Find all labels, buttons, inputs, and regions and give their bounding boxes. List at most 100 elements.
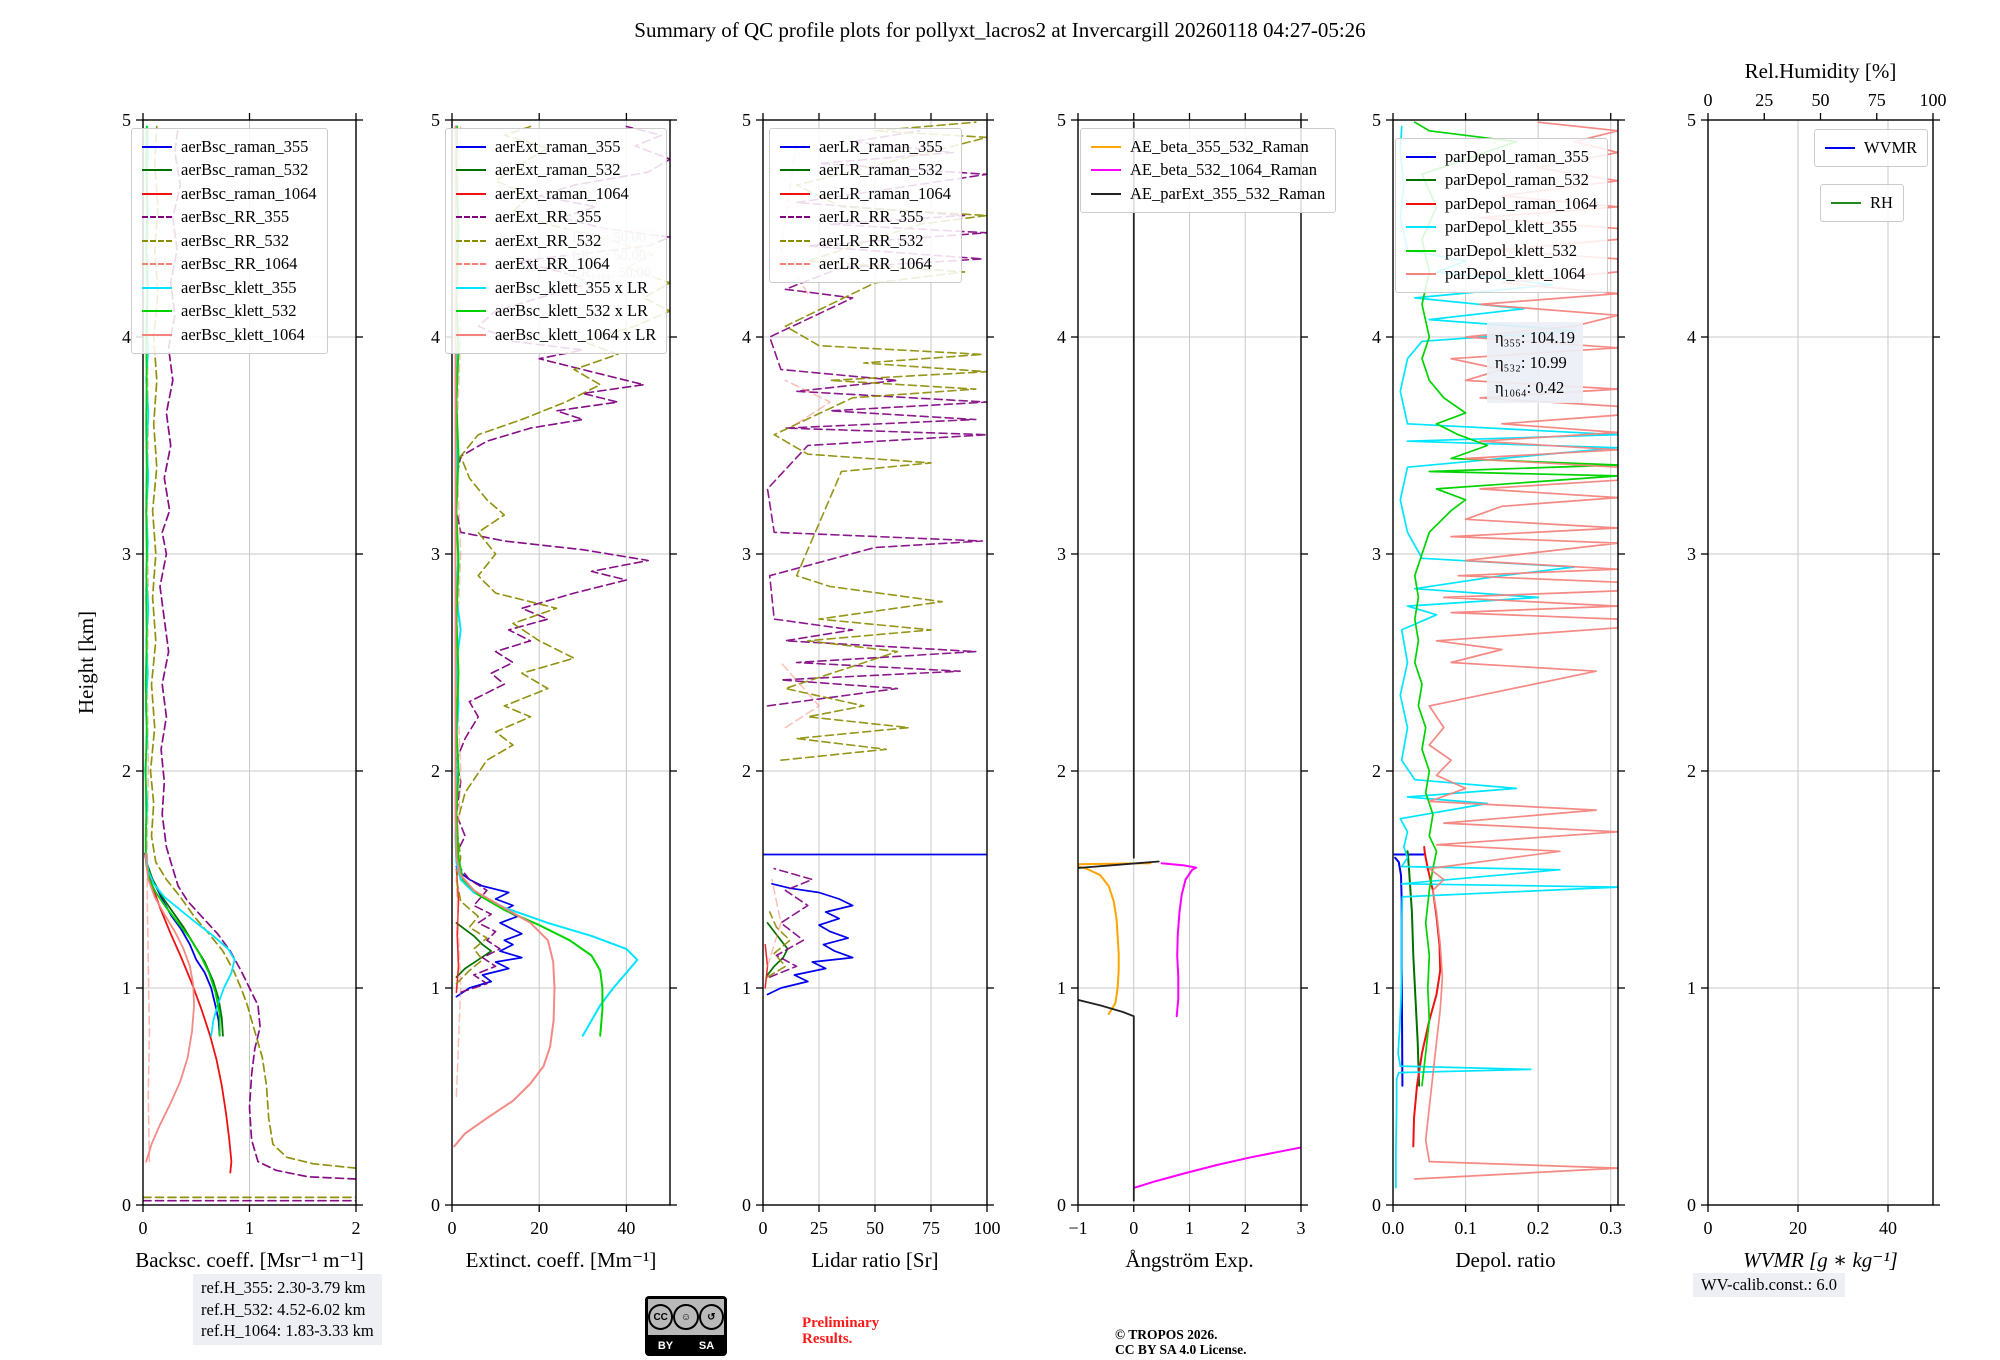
cc-sa-label: SA — [698, 1340, 715, 1352]
svg-text:5: 5 — [1372, 110, 1381, 130]
legend-line-sample — [456, 263, 486, 266]
svg-text:4: 4 — [1057, 327, 1066, 347]
legend-line-sample — [780, 239, 810, 242]
legend-line-sample — [1825, 146, 1855, 149]
svg-text:Ångström Exp.: Ångström Exp. — [1125, 1248, 1253, 1272]
legend-line-sample — [780, 192, 810, 195]
svg-text:20: 20 — [1789, 1218, 1807, 1238]
legend-item: aerExt_raman_532 — [456, 159, 656, 183]
legend-line-sample — [142, 239, 172, 242]
legend-item: aerBsc_klett_532 — [142, 300, 317, 324]
svg-text:75: 75 — [1868, 90, 1886, 110]
legend-item: aerBsc_RR_1064 — [142, 253, 317, 277]
legend-label: aerExt_raman_532 — [495, 160, 621, 180]
legend-label: RH — [1870, 192, 1893, 212]
series-parDepol_klett_532 — [1413, 121, 1618, 1087]
svg-text:40: 40 — [617, 1218, 635, 1238]
svg-text:3: 3 — [742, 544, 751, 564]
cc-icon: CC — [648, 1304, 674, 1330]
svg-text:2: 2 — [742, 761, 751, 781]
svg-text:Backsc. coeff. [Msr⁻¹ m⁻¹]: Backsc. coeff. [Msr⁻¹ m⁻¹] — [135, 1248, 364, 1272]
svg-text:0: 0 — [759, 1218, 768, 1238]
legend-line-sample — [1831, 201, 1861, 204]
share-alike-arrow-icon: ↺ — [698, 1304, 724, 1330]
legend-item: aerBsc_klett_355 x LR — [456, 276, 656, 300]
legend-item: aerExt_RR_532 — [456, 229, 656, 253]
svg-text:2: 2 — [1372, 761, 1381, 781]
svg-text:0: 0 — [139, 1218, 148, 1238]
series-AE_beta_355_532_Raman — [1078, 862, 1152, 1015]
legend-line-sample — [780, 145, 810, 148]
series-AE_parExt_355_532_Raman — [1078, 121, 1160, 1202]
legend-label: aerLR_raman_355 — [819, 136, 943, 156]
svg-text:−1: −1 — [1068, 1218, 1087, 1238]
legend-line-sample — [456, 310, 486, 313]
legend-label: aerBsc_klett_1064 — [181, 324, 305, 344]
legend-line-sample — [142, 333, 172, 336]
legend-line-sample — [1406, 273, 1436, 276]
legend-item: aerBsc_klett_355 — [142, 276, 317, 300]
svg-text:2: 2 — [1687, 761, 1696, 781]
panel-wvmr: 0 20 40 0 1 2 3 4 5 WVMR [g ∗ kg⁻¹] 0 25 50 75 100 Rel.… — [1687, 59, 1947, 1272]
legend-label: parDepol_raman_1064 — [1445, 193, 1598, 213]
legend-depol-ratio: parDepol_raman_355 parDepol_raman_532 parD… — [1395, 138, 1609, 293]
svg-text:40: 40 — [1879, 1218, 1897, 1238]
legend-line-sample — [456, 192, 486, 195]
svg-text:Lidar ratio [Sr]: Lidar ratio [Sr] — [811, 1248, 938, 1272]
svg-text:0: 0 — [742, 1195, 751, 1215]
svg-text:2: 2 — [1057, 761, 1066, 781]
panel-lidar-ratio: 0 25 50 75 100 0 1 2 3 4 5 Lidar ratio [Sr] — [742, 110, 1001, 1272]
series-aerBsc_raman_1064 — [145, 852, 233, 1174]
svg-text:3: 3 — [1372, 544, 1381, 564]
svg-text:3: 3 — [431, 544, 440, 564]
series-AE_beta_532_1064_Raman — [1133, 862, 1301, 1189]
svg-text:75: 75 — [922, 1218, 940, 1238]
legend-label: parDepol_klett_532 — [1445, 240, 1577, 260]
legend-item: aerLR_raman_355 — [780, 135, 951, 159]
legend-line-sample — [456, 333, 486, 336]
legend-label: aerBsc_raman_1064 — [181, 183, 317, 203]
cc-badge-icons: CC ☺ ↺ — [648, 1299, 724, 1335]
legend-label: WVMR — [1864, 137, 1918, 157]
cc-badge-labels: BY SA — [645, 1340, 727, 1352]
reference-height-note: ref.H_355: 2.30-3.79 km ref.H_532: 4.52-… — [193, 1274, 382, 1345]
legend-label: aerBsc_RR_532 — [181, 230, 290, 250]
series-aerExt_RR_355 — [455, 125, 670, 994]
legend-label: aerBsc_klett_1064 x LR — [495, 324, 657, 344]
legend-item: aerLR_RR_532 — [780, 229, 951, 253]
svg-text:1: 1 — [742, 978, 751, 998]
series-aerBsc_raman_532 — [144, 852, 224, 1037]
y-axis-label: Height [km] — [74, 611, 98, 714]
svg-text:4: 4 — [431, 327, 440, 347]
depol-calibration-annotation: η₃₅₅: 104.19 η₅₃₂: 10.99 η₁₀₆₄: 0.42 — [1487, 322, 1583, 403]
series-parDepol_raman_1064 — [1412, 846, 1442, 1148]
legend-item: parDepol_klett_355 — [1406, 216, 1597, 240]
legend-item: aerBsc_klett_532 x LR — [456, 300, 656, 324]
legend-label: aerLR_RR_355 — [819, 207, 924, 227]
cc-by-label: BY — [657, 1340, 674, 1352]
series-parDepol_raman_532 — [1406, 850, 1421, 1087]
legend-label: aerLR_RR_1064 — [819, 254, 932, 274]
legend-line-sample — [1406, 179, 1436, 182]
figure-title: Summary of QC profile plots for pollyxt_… — [634, 18, 1366, 42]
legend-label: AE_beta_355_532_Raman — [1130, 136, 1309, 156]
legend-label: aerLR_RR_532 — [819, 230, 924, 250]
legend-item: parDepol_raman_355 — [1406, 145, 1597, 169]
legend-label: aerBsc_klett_532 x LR — [495, 301, 649, 321]
svg-text:25: 25 — [810, 1218, 828, 1238]
legend-item: aerLR_RR_355 — [780, 206, 951, 230]
ref-height-355: ref.H_355: 2.30-3.79 km — [201, 1278, 366, 1297]
attribution-person-icon: ☺ — [673, 1304, 699, 1330]
legend-label: aerExt_raman_1064 — [495, 183, 629, 203]
svg-text:5: 5 — [431, 110, 440, 130]
series-aerExt_raman_355 — [455, 865, 523, 998]
series-aerLR_RR_1064 — [766, 140, 831, 968]
legend-line-sample — [780, 169, 810, 172]
legend-item: aerExt_raman_355 — [456, 135, 656, 159]
legend-item: aerBsc_raman_532 — [142, 159, 317, 183]
legend-line-sample — [1406, 226, 1436, 229]
legend-item: aerExt_raman_1064 — [456, 182, 656, 206]
svg-text:0: 0 — [1129, 1218, 1138, 1238]
legend-line-sample — [142, 310, 172, 313]
legend-item: aerBsc_raman_355 — [142, 135, 317, 159]
